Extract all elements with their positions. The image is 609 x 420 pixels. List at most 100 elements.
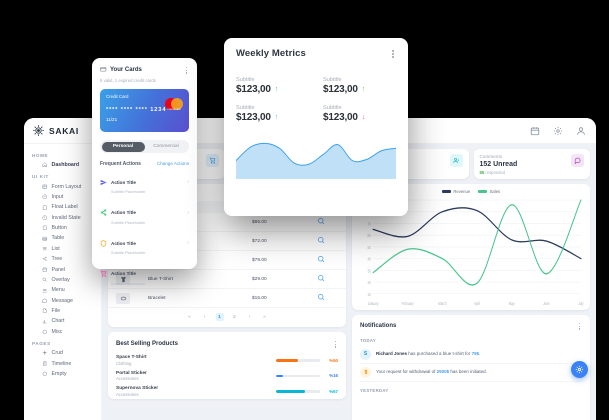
action-text: Action Title Subtitle Placeholder: [111, 232, 183, 256]
sidebar-item-list[interactable]: List: [28, 244, 97, 254]
svg-text:May: May: [509, 302, 515, 307]
progress-pct: %16: [329, 373, 338, 379]
sidebar-item-timeline[interactable]: Timeline: [28, 358, 97, 368]
row-view-button[interactable]: [304, 255, 338, 265]
svg-text:10: 10: [367, 292, 370, 297]
row-price: $79.00: [252, 257, 267, 263]
sidebar-item-menu[interactable]: Menu: [28, 285, 97, 295]
search-icon: [317, 255, 325, 263]
best-selling-card: Best Selling Products Space T-Shirt Clot…: [108, 332, 346, 400]
sidebar-item-empty[interactable]: Empty: [28, 369, 97, 379]
pagination[interactable]: « ‹ 1 2 › »: [108, 308, 346, 327]
list-item[interactable]: Portal Sticker Accessories %16: [108, 368, 346, 384]
row-view-button[interactable]: [304, 217, 338, 227]
sidebar-item-label: File: [51, 308, 61, 315]
sidebar-item-button[interactable]: Button: [28, 223, 97, 233]
app-logo[interactable]: SAKAI: [32, 124, 110, 137]
sidebar-item-misc[interactable]: Misc: [28, 327, 97, 337]
sidebar-item-file[interactable]: File: [28, 306, 97, 316]
stat-subtext: 85 responded: [479, 169, 506, 175]
sidebar-item-crud[interactable]: Crud: [28, 348, 97, 358]
more-options-icon[interactable]: [184, 65, 189, 76]
list-item[interactable]: Action Title Subtitle Placeholder ›: [100, 259, 189, 290]
stat-card-text: Comments 152 Unread 85 responded: [480, 154, 518, 175]
sidebar-item-chart[interactable]: Chart: [28, 316, 97, 326]
sidebar-item-panel[interactable]: Panel: [28, 264, 97, 274]
list-item[interactable]: S Richard Jones has purchased a blue t-s…: [360, 346, 582, 364]
segment-personal[interactable]: Personal: [101, 141, 145, 152]
sidebar-item-overlay[interactable]: Overlay: [28, 275, 97, 285]
metric-value-row: $123,00 ↑: [236, 112, 309, 123]
chevron-right-icon[interactable]: ›: [187, 270, 189, 277]
sidebar-item-input[interactable]: Input: [28, 192, 97, 202]
users-icon: [449, 154, 463, 167]
user-icon[interactable]: [576, 126, 586, 136]
page-last[interactable]: »: [263, 314, 266, 320]
list-item[interactable]: Supernova Sticker Accessories %67: [108, 384, 346, 400]
metric-value: $123,00: [236, 112, 271, 124]
sidebar-item-label: Timeline: [51, 360, 72, 367]
dollar-icon: [360, 366, 371, 378]
list-item[interactable]: Space T-Shirt Clothing %50: [108, 353, 346, 369]
sidebar-item-label: Button: [51, 225, 67, 232]
page-first[interactable]: «: [188, 314, 191, 320]
settings-fab-button[interactable]: [571, 361, 588, 378]
page-1[interactable]: 1: [215, 313, 224, 321]
sidebar-item-invalid-state[interactable]: Invalid State: [28, 213, 97, 223]
more-options-icon[interactable]: [577, 321, 582, 332]
sidebar-item-label: Input: [51, 193, 64, 200]
list-item[interactable]: Action Title Subtitle Placeholder ›: [100, 167, 189, 198]
gear-icon[interactable]: [553, 126, 563, 136]
segment-commercial[interactable]: Commercial: [153, 144, 179, 150]
row-view-button[interactable]: [304, 236, 338, 246]
credit-card-visual[interactable]: Credit Card **** **** **** 1234 11/21 ma…: [100, 89, 189, 133]
product-category: Accessories: [116, 391, 139, 397]
stat-card-comments[interactable]: Comments 152 Unread 85 responded: [473, 149, 590, 179]
page-prev[interactable]: ‹: [203, 314, 206, 320]
page-next[interactable]: ›: [248, 314, 251, 320]
calendar-icon[interactable]: [530, 126, 540, 136]
home-icon: [42, 162, 48, 168]
metric-value-row: $123,00 ↑: [236, 84, 309, 95]
table-row[interactable]: Blue T-Shirt $29.00: [108, 270, 346, 289]
change-actions-link[interactable]: Change Actions: [156, 161, 189, 167]
metric-subtitle: Subtitle: [323, 77, 342, 84]
sidebar-item-label: Form Layout: [51, 183, 82, 190]
sidebar-section-home: HOME Dashboard: [24, 149, 101, 170]
chart-legend: Revenue Sales: [358, 189, 584, 196]
notifications-day-label: YESTERDAY: [360, 387, 389, 393]
list-item[interactable]: Your request for withdrawal of 2500$ has…: [360, 364, 582, 382]
cards-panel-header: Your Cards: [100, 65, 189, 76]
list-item[interactable]: Action Title Subtitle Placeholder ›: [100, 198, 189, 229]
more-options-icon[interactable]: [333, 339, 338, 350]
content-right-column: Customers 28441 520 newly registered Com…: [352, 149, 590, 420]
action-title: Action Title: [111, 210, 136, 216]
sidebar-item-float-label[interactable]: Float Label: [28, 202, 97, 212]
row-view-button[interactable]: [304, 274, 338, 284]
sidebar-item-label: Panel: [51, 266, 66, 273]
sidebar-item-message[interactable]: Message: [28, 296, 97, 306]
cart-icon: [100, 270, 107, 277]
sidebar-item-tree[interactable]: Tree: [28, 254, 97, 264]
chevron-right-icon[interactable]: ›: [187, 179, 189, 186]
legend-item-revenue[interactable]: Revenue: [441, 189, 470, 194]
sidebar-item-dashboard[interactable]: Dashboard: [28, 160, 97, 170]
chevron-right-icon[interactable]: ›: [187, 209, 189, 216]
sidebar-item-form-layout[interactable]: Form Layout: [28, 181, 97, 191]
page-2[interactable]: 2: [233, 314, 236, 320]
chevron-right-icon[interactable]: ›: [187, 240, 189, 247]
sidebar-item-label: Message: [51, 297, 74, 304]
sidebar-item-table[interactable]: Table: [28, 233, 97, 243]
list-item[interactable]: Action Title Subtitle Placeholder ›: [100, 228, 189, 259]
send-icon: [100, 179, 107, 186]
invalid-state-icon: [42, 215, 48, 221]
svg-text:60: 60: [367, 234, 370, 239]
svg-text:40: 40: [367, 257, 370, 262]
sidebar[interactable]: HOME Dashboard UI KIT Form Layout: [24, 144, 102, 420]
row-view-button[interactable]: [304, 293, 338, 303]
table-row[interactable]: Bracelet $15.00: [108, 289, 346, 308]
more-options-icon[interactable]: [390, 48, 396, 60]
weekly-metrics-title: Weekly Metrics: [236, 48, 306, 59]
card-type-toggle[interactable]: Personal Commercial: [100, 140, 189, 154]
legend-item-sales[interactable]: Sales: [478, 189, 500, 194]
